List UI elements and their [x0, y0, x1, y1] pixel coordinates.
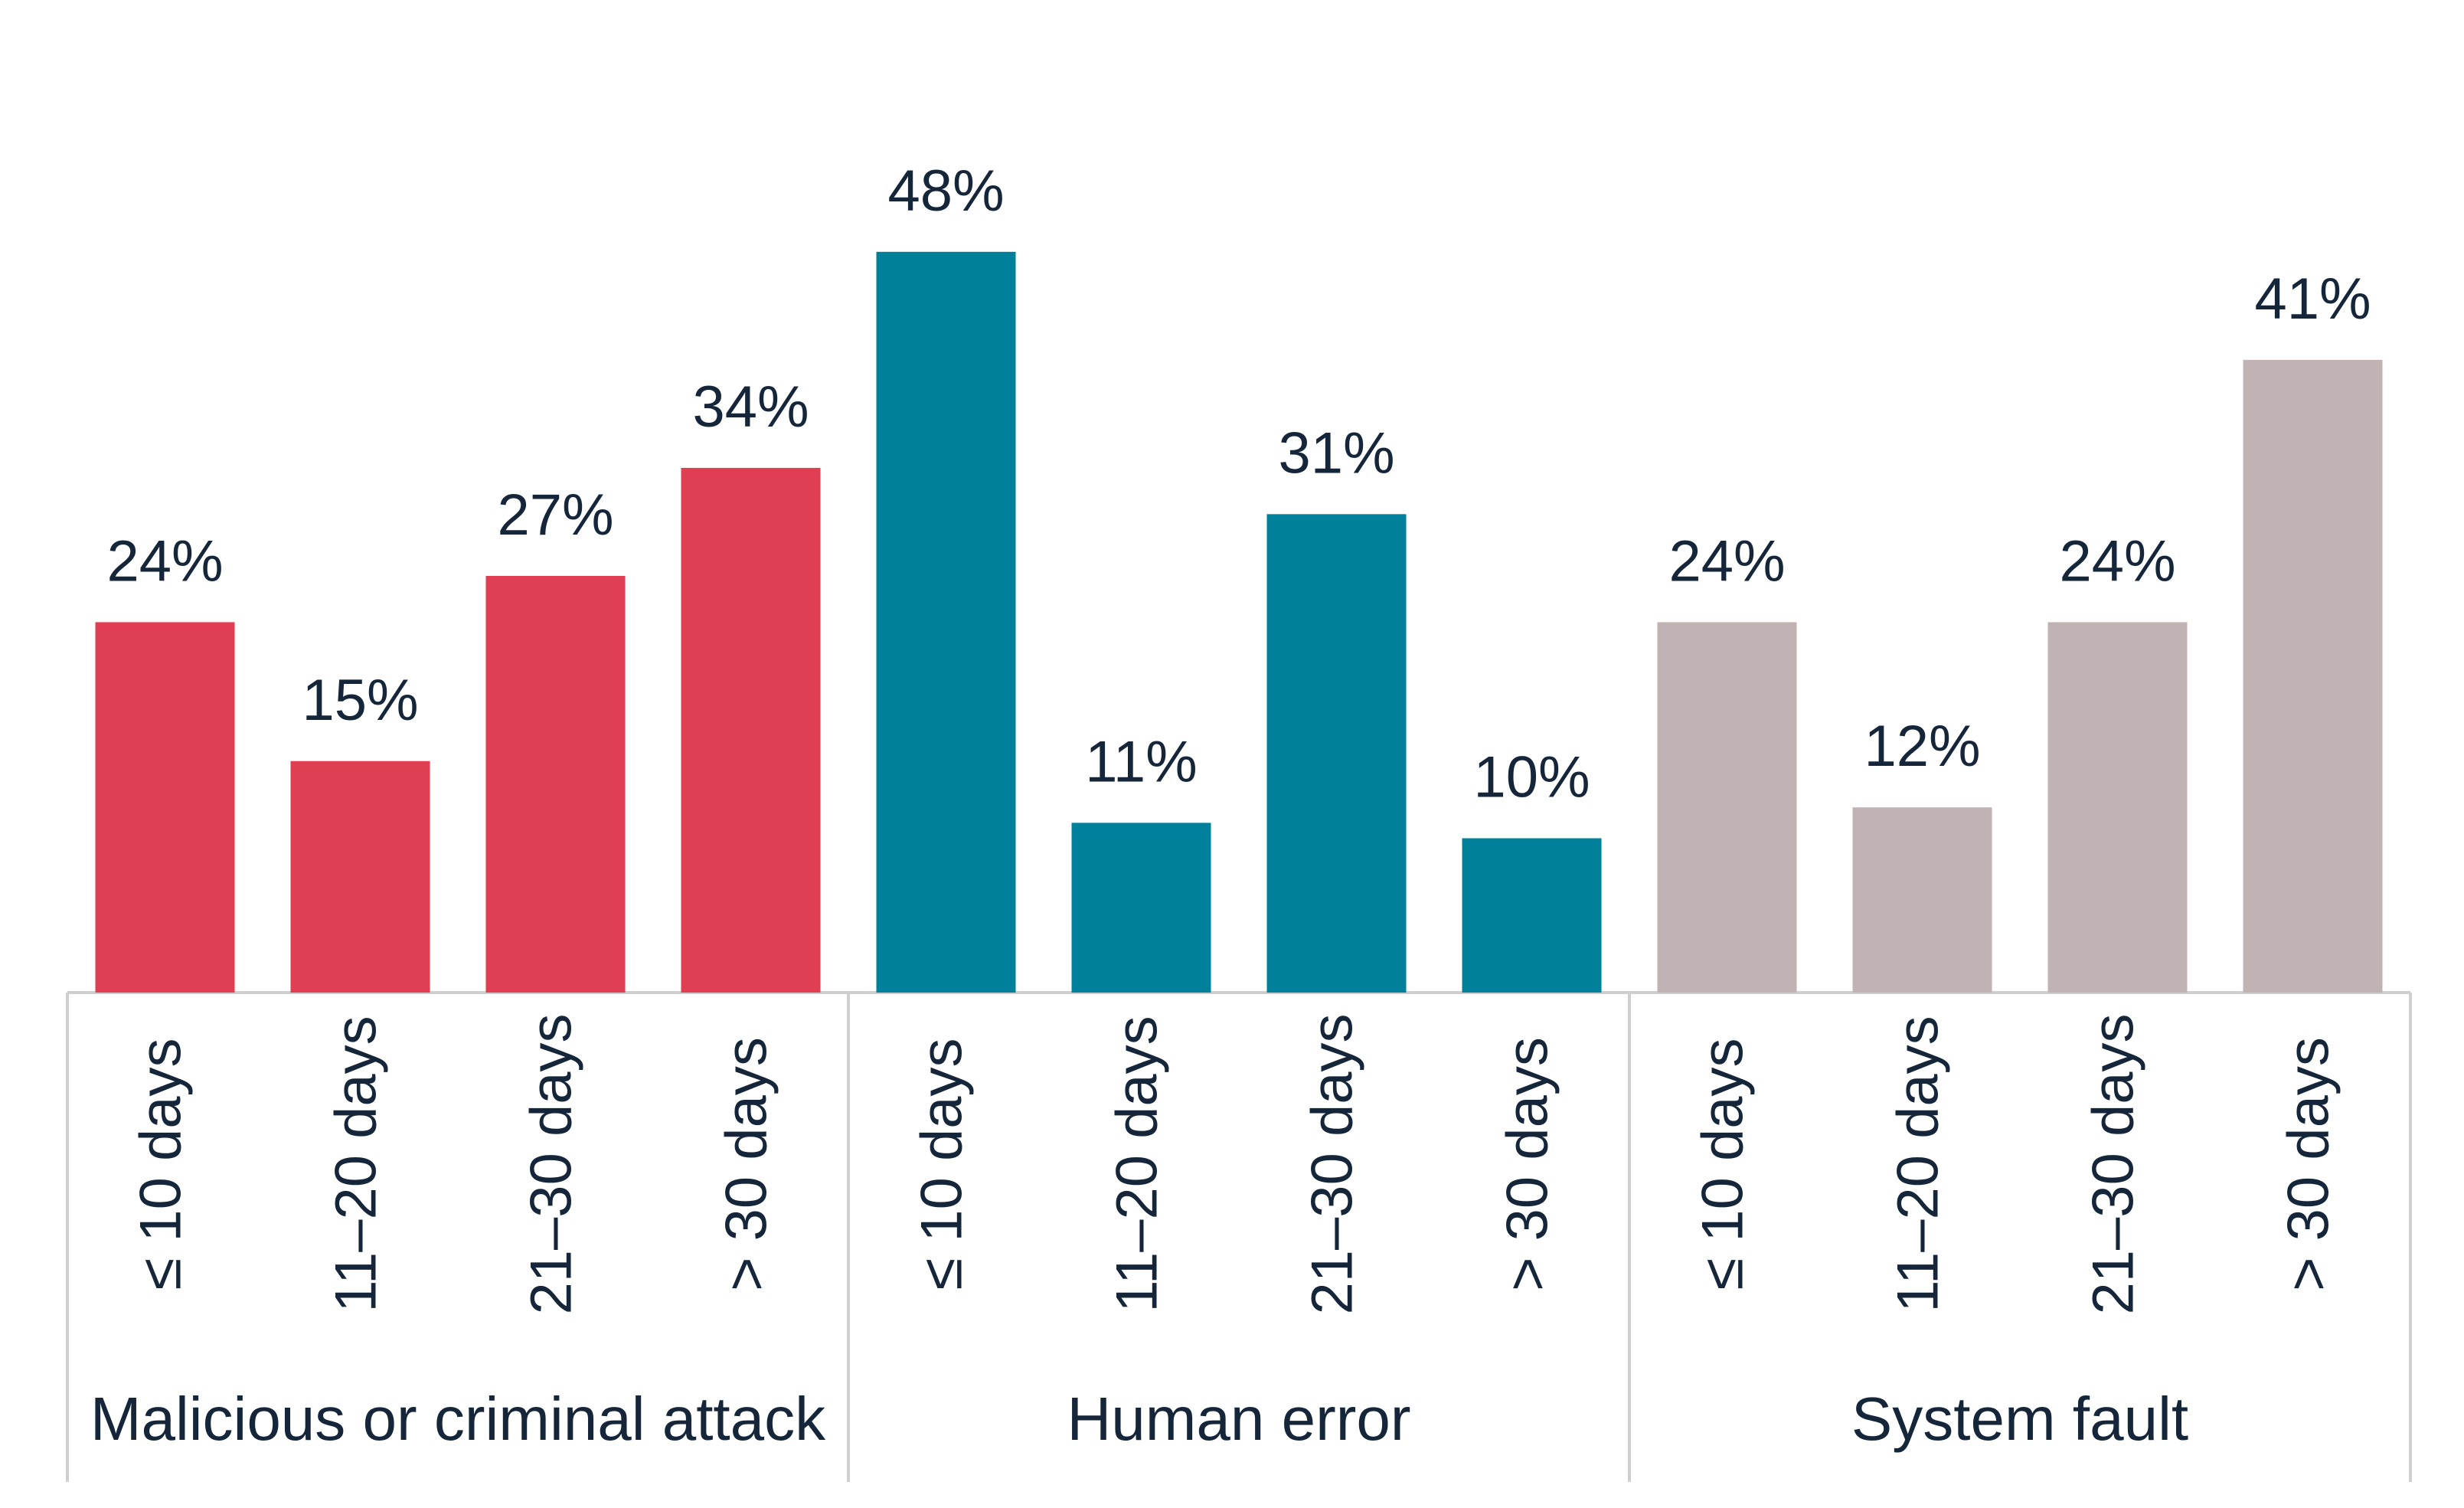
bar: [2047, 622, 2188, 993]
x-tick-label: 21–30 days: [519, 1014, 584, 1315]
data-label: 27%: [497, 482, 613, 548]
x-tick-label: 21–30 days: [2081, 1014, 2146, 1315]
bar: [290, 761, 430, 993]
x-tick-label: > 30 days: [1495, 1037, 1560, 1291]
bar: [95, 622, 235, 993]
axis-layer: [66, 991, 2412, 1482]
data-label: 11%: [1085, 729, 1197, 794]
bar: [1852, 807, 1992, 993]
x-tick-label: ≤ 10 days: [910, 1038, 975, 1290]
bar: [876, 251, 1016, 993]
data-label: 41%: [2254, 267, 2371, 332]
group-label: Human error: [1067, 1385, 1410, 1453]
data-label: 15%: [302, 668, 418, 733]
x-tick-label: 11–20 days: [1886, 1016, 1951, 1312]
bar: [1657, 622, 1797, 993]
group-label: Malicious or criminal attack: [90, 1385, 826, 1453]
bar: [1462, 838, 1602, 993]
data-label: 12%: [1864, 714, 1980, 779]
data-label: 10%: [1473, 745, 1590, 810]
data-label: 48%: [887, 159, 1004, 224]
data-label: 31%: [1278, 420, 1394, 486]
bar: [1071, 823, 1211, 993]
x-tick-label: > 30 days: [714, 1037, 779, 1291]
bar: [2243, 359, 2383, 993]
bar: [1266, 514, 1407, 993]
labels-layer: 24% ≤ 10 days 15% 11–20 days 27% 21–30 days 34…: [90, 159, 2371, 1453]
x-tick-label: 11–20 days: [1105, 1016, 1170, 1312]
data-label: 24%: [1668, 528, 1785, 594]
x-tick-label: 11–20 days: [324, 1016, 389, 1312]
x-tick-label: ≤ 10 days: [129, 1038, 194, 1290]
bar: [485, 575, 626, 993]
data-label: 34%: [692, 375, 809, 440]
data-label: 24%: [106, 528, 223, 594]
x-tick-label: > 30 days: [2276, 1037, 2341, 1291]
bar: [681, 467, 821, 993]
bars-layer: [95, 251, 2383, 993]
x-tick-label: ≤ 10 days: [1691, 1038, 1756, 1290]
data-label: 24%: [2059, 528, 2175, 594]
group-label: System fault: [1851, 1385, 2188, 1453]
x-tick-label: 21–30 days: [1300, 1014, 1365, 1315]
